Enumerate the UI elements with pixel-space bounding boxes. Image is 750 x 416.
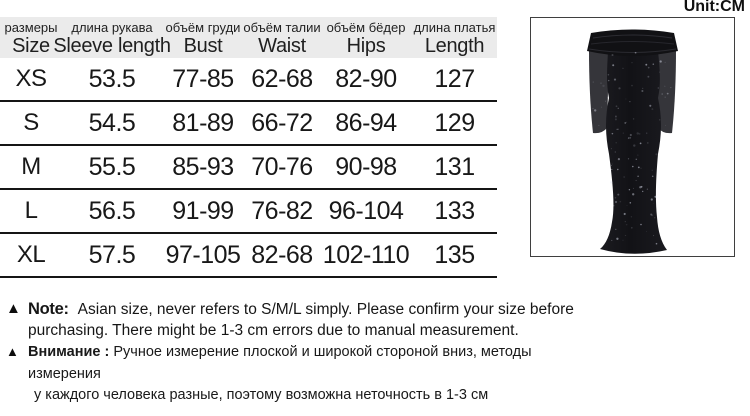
- note-ru-line2: у каждого человека разные, поэтому возмо…: [34, 387, 489, 403]
- cell-bust: 77-85: [172, 64, 234, 93]
- cell-length: 129: [434, 108, 475, 137]
- cell-length: 133: [434, 196, 475, 225]
- cell-sleeve-length: 57.5: [88, 240, 136, 269]
- product-image-box: [530, 17, 735, 257]
- header-sleeve-length: длина рукава Sleeve length: [53, 19, 171, 57]
- header-sleeve-en: Sleeve length: [53, 34, 171, 57]
- header-length-en: Length: [424, 34, 485, 57]
- note-ru-label: Внимание :: [28, 344, 110, 360]
- header-size-ru: размеры: [4, 19, 58, 35]
- note-en-text1: Asian size, never refers to S/M/L simply…: [77, 301, 574, 318]
- cell-waist: 62-68: [251, 64, 313, 93]
- dress-illustration: [587, 29, 678, 254]
- header-size: размеры Size: [0, 19, 62, 57]
- unit-label: Unit:CM: [683, 0, 745, 15]
- cell-hips: 90-98: [335, 152, 397, 181]
- header-hips: объём бёдер Hips: [320, 19, 412, 57]
- table-row-xl: XL 57.5 97-105 82-68 102-110 135: [0, 234, 497, 278]
- cell-waist: 76-82: [251, 196, 313, 225]
- table-row-xs: XS 53.5 77-85 62-68 82-90 127: [0, 58, 497, 102]
- cell-length: 135: [434, 240, 475, 269]
- header-waist: объём талии Waist: [243, 19, 321, 57]
- cell-size: XS: [15, 65, 47, 92]
- cell-sleeve-length: 54.5: [88, 108, 136, 137]
- note-ru-line1: Внимание : Ручное измерение плоской и шир…: [28, 342, 608, 385]
- table-row-l: L 56.5 91-99 76-82 96-104 133: [0, 190, 497, 234]
- size-chart-table: размеры Size длина рукава Sleeve length …: [0, 17, 497, 278]
- note-en-line2: purchasing. There might be 1-3 cm errors…: [28, 322, 519, 339]
- cell-size: S: [23, 109, 39, 136]
- cell-bust: 97-105: [165, 240, 241, 269]
- header-waist-en: Waist: [258, 34, 306, 57]
- note-en-line1: Note: Asian size, never refers to S/M/L s…: [28, 299, 588, 320]
- cell-hips: 82-90: [335, 64, 397, 93]
- table-header-row: размеры Size длина рукава Sleeve length …: [0, 17, 497, 58]
- cell-length: 127: [434, 64, 475, 93]
- cell-hips: 102-110: [322, 240, 410, 269]
- header-bust: объём груди Bust: [162, 19, 244, 57]
- cell-size: M: [21, 153, 41, 180]
- table-row-s: S 54.5 81-89 66-72 86-94 129: [0, 102, 497, 146]
- cell-bust: 85-93: [172, 152, 234, 181]
- cell-bust: 91-99: [172, 196, 234, 225]
- table-row-m: M 55.5 85-93 70-76 90-98 131: [0, 146, 497, 190]
- triangle-icon: ▲: [6, 300, 21, 317]
- cell-waist: 82-68: [251, 240, 313, 269]
- cell-sleeve-length: 56.5: [88, 196, 136, 225]
- cell-hips: 96-104: [328, 196, 404, 225]
- cell-waist: 66-72: [251, 108, 313, 137]
- header-bust-ru: объём груди: [165, 19, 241, 35]
- note-en-label: Note:: [28, 300, 69, 318]
- cell-bust: 81-89: [172, 108, 234, 137]
- header-length: длина платья Length: [412, 19, 497, 57]
- sparkle-dots: [592, 51, 672, 245]
- cell-size: XL: [16, 241, 46, 268]
- header-hips-ru: объём бёдер: [326, 19, 406, 35]
- cell-length: 131: [434, 152, 475, 181]
- header-sleeve-ru: длина рукава: [71, 19, 153, 35]
- header-waist-ru: объём талии: [243, 19, 321, 35]
- cell-size: L: [24, 197, 38, 224]
- triangle-icon: ▲: [6, 344, 19, 359]
- cell-waist: 70-76: [251, 152, 313, 181]
- header-hips-en: Hips: [346, 34, 386, 57]
- header-bust-en: Bust: [183, 34, 223, 57]
- cell-hips: 86-94: [335, 108, 397, 137]
- cell-sleeve-length: 53.5: [88, 64, 136, 93]
- header-size-en: Size: [12, 34, 50, 57]
- cell-sleeve-length: 55.5: [88, 152, 136, 181]
- note-russian: Внимание : Ручное измерение плоской и шир…: [28, 342, 608, 407]
- header-length-ru: длина платья: [413, 19, 496, 35]
- note-ru-text1: Ручное измерение плоской и широкой сторо…: [28, 344, 532, 382]
- note-english: Note: Asian size, never refers to S/M/L s…: [28, 299, 588, 341]
